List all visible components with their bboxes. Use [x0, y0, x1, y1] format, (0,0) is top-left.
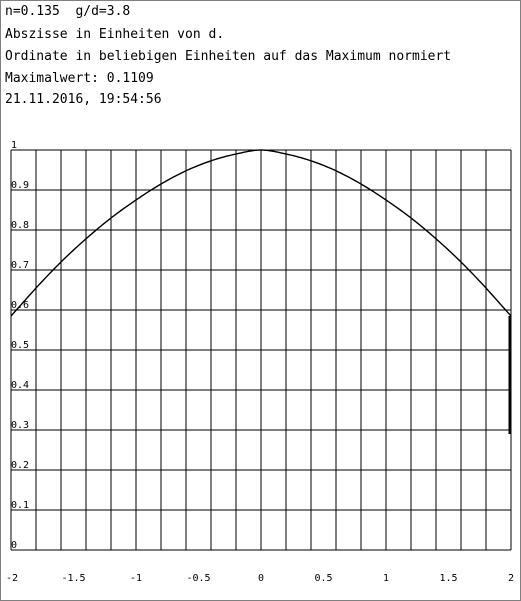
series-layer	[10, 149, 512, 434]
timestamp-line: 21.11.2016, 19:54:56	[5, 92, 162, 107]
ordinate-note: Ordinate in beliebigen Einheiten auf das…	[5, 49, 452, 64]
x-tick-labels: -2 -1.5 -1 -0.5 0 0.5 1 1.5 2	[6, 573, 514, 584]
y-tick-label: 0.2	[11, 460, 29, 471]
series-curve	[10, 149, 512, 317]
x-tick-label: -0.5	[186, 573, 210, 584]
x-tick-label: 0	[258, 573, 264, 584]
y-tick-label: 0	[11, 540, 17, 551]
x-tick-label: -2	[6, 573, 18, 584]
y-tick-label: 0.8	[11, 220, 29, 231]
y-tick-label: 0.1	[11, 500, 29, 511]
x-tick-label: 0.5	[314, 573, 332, 584]
x-tick-label: -1.5	[61, 573, 85, 584]
y-tick-label: 0.6	[11, 300, 29, 311]
x-tick-label: -1	[130, 573, 142, 584]
y-tick-label: 0.3	[11, 420, 29, 431]
x-tick-label: 2	[508, 573, 514, 584]
y-tick-label: 0.5	[11, 340, 29, 351]
max-value-line: Maximalwert: 0.1109	[5, 71, 154, 86]
y-tick-label: 0.7	[11, 260, 29, 271]
y-tick-label: 0.9	[11, 180, 29, 191]
y-tick-label: 1	[11, 140, 17, 151]
y-tick-labels: 0 0.1 0.2 0.3 0.4 0.5 0.6 0.7 0.8 0.9 1	[11, 140, 29, 551]
abscissa-note: Abszisse in Einheiten von d.	[5, 27, 225, 42]
x-tick-label: 1	[383, 573, 389, 584]
grid-layer	[10, 149, 512, 551]
x-tick-label: 1.5	[439, 573, 457, 584]
parameter-line: n=0.135 g/d=3.8	[5, 4, 131, 19]
y-tick-label: 0.4	[11, 380, 29, 391]
